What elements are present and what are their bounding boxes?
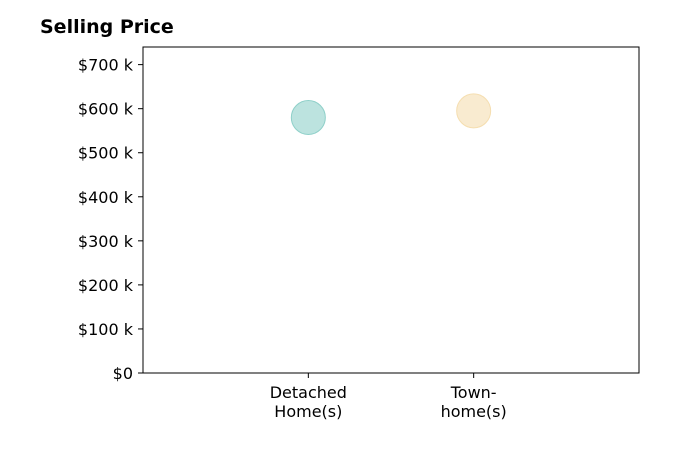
y-tick-label: $700 k — [78, 56, 134, 75]
x-tick-label: home(s) — [441, 402, 507, 421]
x-tick-label: Detached — [270, 383, 347, 402]
x-tick-label: Town- — [450, 383, 497, 402]
y-tick-label: $200 k — [78, 276, 134, 295]
x-tick-label: Home(s) — [274, 402, 342, 421]
y-tick-label: $100 k — [78, 320, 134, 339]
plot-frame — [142, 46, 640, 374]
data-point — [290, 99, 326, 135]
y-tick-label: $500 k — [78, 144, 134, 163]
chart-title: Selling Price — [40, 16, 174, 38]
y-tick-label: $0 — [113, 364, 133, 383]
y-axis: $0 $100 k $200 k $300 k $400 k $500 k $600 k $7… — [78, 56, 143, 383]
y-tick-label: $600 k — [78, 100, 134, 119]
y-tick-label: $300 k — [78, 232, 134, 251]
y-tick-label: $400 k — [78, 188, 134, 207]
data-points — [290, 93, 492, 135]
data-point — [456, 93, 492, 129]
